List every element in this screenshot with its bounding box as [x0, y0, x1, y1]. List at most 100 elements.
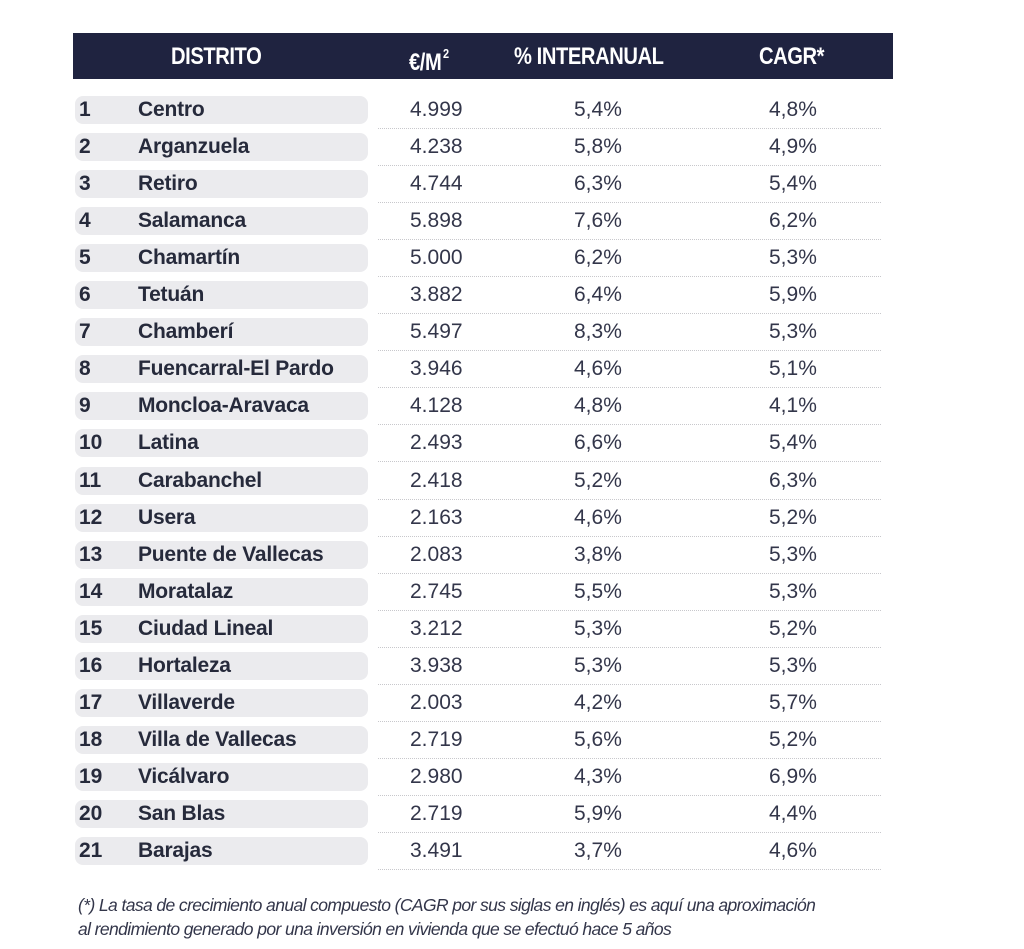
interanual-value: 6,4%: [574, 283, 622, 307]
price-per-m2-value: 4.744: [410, 172, 463, 196]
cagr-value: 5,3%: [769, 320, 817, 344]
cagr-value: 5,2%: [769, 727, 817, 751]
table-row: 4 Salamanca 5.898 7,6% 6,2%: [0, 203, 1024, 241]
cagr-value: 4,8%: [769, 98, 817, 121]
row-divider: [378, 498, 881, 500]
district-name: Barajas: [138, 839, 213, 862]
district-rank: 7: [79, 320, 91, 344]
cagr-value: 5,1%: [769, 357, 817, 381]
district-name: Chamartín: [138, 246, 241, 270]
table-row: 1 Centro 4.999 5,4% 4,8%: [0, 92, 1024, 129]
district-name: Salamanca: [138, 209, 246, 233]
district-rank: 5: [79, 246, 91, 270]
district-rank: 8: [79, 357, 91, 381]
table-row: 21 Barajas 3.491 3,7% 4,6%: [0, 833, 1024, 870]
interanual-value: 5,6%: [574, 727, 622, 751]
row-divider: [378, 202, 881, 204]
price-per-m2-value: 2.418: [410, 468, 463, 492]
district-rank: 15: [79, 616, 103, 640]
district-name: Retiro: [138, 172, 198, 196]
cagr-value: 4,9%: [769, 135, 817, 159]
district-name: Usera: [138, 505, 196, 529]
table-row: 10 Latina 2.493 6,6% 5,4%: [0, 425, 1024, 463]
district-name: Moncloa-Aravaca: [138, 394, 309, 418]
district-rank: 18: [79, 727, 103, 751]
district-pill: [75, 614, 368, 643]
district-pill: [75, 355, 368, 384]
table-row: 19 Vicálvaro 2.980 4,3% 6,9%: [0, 759, 1024, 796]
table-row: 6 Tetuán 3.882 6,4% 5,9%: [0, 277, 1024, 315]
table-row: 13 Puente de Vallecas 2.083 3,8% 5,3%: [0, 537, 1024, 574]
price-per-m2-value: 3.938: [410, 653, 463, 677]
interanual-value: 4,3%: [574, 764, 622, 788]
district-name: San Blas: [138, 801, 226, 825]
district-rank: 4: [79, 209, 91, 233]
cagr-value: 5,7%: [769, 690, 817, 714]
district-pill: [75, 837, 368, 865]
row-divider: [378, 239, 881, 241]
district-name: Latina: [138, 431, 199, 455]
district-rank: 10: [79, 431, 103, 455]
row-divider: [378, 831, 881, 833]
row-divider: [378, 350, 881, 352]
district-rank: 16: [79, 653, 103, 677]
table-row: 15 Ciudad Lineal 3.212 5,3% 5,2%: [0, 611, 1024, 648]
district-name: Puente de Vallecas: [138, 542, 324, 566]
row-divider: [378, 757, 881, 759]
price-per-m2-value: 4.128: [410, 394, 463, 418]
price-per-m2-value: 2.083: [410, 542, 463, 566]
cagr-value: 5,9%: [769, 283, 817, 307]
row-divider: [378, 535, 881, 537]
header-price-per-m2: €/M 2: [409, 33, 449, 79]
interanual-value: 3,8%: [574, 542, 622, 566]
district-rank: 20: [79, 801, 103, 825]
interanual-value: 6,3%: [574, 172, 622, 196]
district-rank: 12: [79, 505, 103, 529]
district-pill: [75, 170, 368, 199]
district-name: Carabanchel: [138, 468, 262, 492]
district-rank: 21: [79, 839, 103, 862]
interanual-value: 5,2%: [574, 468, 622, 492]
cagr-value: 5,2%: [769, 505, 817, 529]
district-rank: 6: [79, 283, 91, 307]
header-interanual: % INTERANUAL: [514, 43, 664, 70]
district-pill: [75, 466, 368, 495]
interanual-value: 5,9%: [574, 801, 622, 825]
interanual-value: 5,3%: [574, 616, 622, 640]
district-pill: [75, 725, 368, 754]
district-name: Arganzuela: [138, 135, 250, 159]
cagr-value: 6,3%: [769, 468, 817, 492]
interanual-value: 8,3%: [574, 320, 622, 344]
district-name: Fuencarral-El Pardo: [138, 357, 334, 381]
interanual-value: 3,7%: [574, 839, 622, 862]
district-pill: [75, 429, 368, 458]
price-per-m2-value: 3.946: [410, 357, 463, 381]
table-row: 14 Moratalaz 2.745 5,5% 5,3%: [0, 574, 1024, 611]
table-row: 5 Chamartín 5.000 6,2% 5,3%: [0, 240, 1024, 278]
row-divider: [378, 683, 881, 685]
footnote-line-2: al rendimiento generado por una inversió…: [78, 919, 672, 939]
district-pill: [75, 651, 368, 680]
price-per-m2-value: 2.493: [410, 431, 463, 455]
price-per-m2-value: 2.163: [410, 505, 463, 529]
district-rank: 9: [79, 394, 91, 418]
cagr-value: 5,3%: [769, 542, 817, 566]
district-name: Tetuán: [138, 283, 205, 307]
district-pill: [75, 318, 368, 347]
cagr-value: 5,3%: [769, 246, 817, 270]
price-per-m2-value: 2.980: [410, 764, 463, 788]
district-name: Chamberí: [138, 320, 234, 344]
price-per-m2-value: 5.497: [410, 320, 463, 344]
row-divider: [378, 165, 881, 167]
cagr-value: 4,4%: [769, 801, 817, 825]
cagr-value: 5,3%: [769, 579, 817, 603]
interanual-value: 6,2%: [574, 246, 622, 270]
row-divider: [378, 387, 881, 389]
cagr-value: 5,3%: [769, 653, 817, 677]
district-name: Hortaleza: [138, 653, 231, 677]
interanual-value: 4,2%: [574, 690, 622, 714]
district-name: Moratalaz: [138, 579, 234, 603]
district-rank: 17: [79, 690, 103, 714]
table-row: 17 Villaverde 2.003 4,2% 5,7%: [0, 685, 1024, 722]
row-divider: [378, 128, 881, 129]
